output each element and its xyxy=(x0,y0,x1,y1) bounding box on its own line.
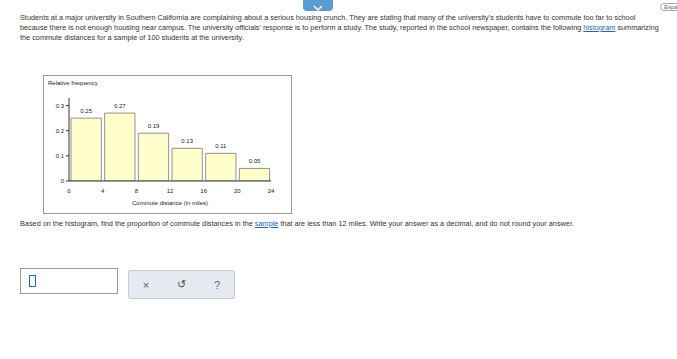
svg-text:0.27: 0.27 xyxy=(114,103,126,109)
svg-text:Commute distance (in miles): Commute distance (in miles) xyxy=(132,200,208,206)
svg-text:0: 0 xyxy=(67,188,71,194)
svg-text:4: 4 xyxy=(101,188,105,194)
svg-text:0: 0 xyxy=(61,178,65,184)
svg-text:8: 8 xyxy=(135,188,139,194)
svg-text:0.11: 0.11 xyxy=(215,143,227,149)
svg-text:0.05: 0.05 xyxy=(249,158,261,164)
svg-text:0.2: 0.2 xyxy=(56,128,65,134)
svg-text:0.3: 0.3 xyxy=(56,103,65,109)
svg-text:12: 12 xyxy=(167,188,174,194)
svg-text:20: 20 xyxy=(234,188,241,194)
html-text:Espa: Espa xyxy=(664,4,677,10)
svg-text:0.25: 0.25 xyxy=(80,108,92,114)
svg-text:0.1: 0.1 xyxy=(56,153,65,159)
svg-text:24: 24 xyxy=(268,188,275,194)
svg-text:16: 16 xyxy=(200,188,207,194)
svg-text:0.19: 0.19 xyxy=(148,123,160,129)
svg-text:0.13: 0.13 xyxy=(181,138,193,144)
html-text:Relative frequency: Relative frequency xyxy=(48,80,98,86)
html-text:Students at a major university: Students at a major university in Southe… xyxy=(20,13,659,42)
html-text:Based on the histogram, find t: Based on the histogram, find the proport… xyxy=(20,219,574,228)
